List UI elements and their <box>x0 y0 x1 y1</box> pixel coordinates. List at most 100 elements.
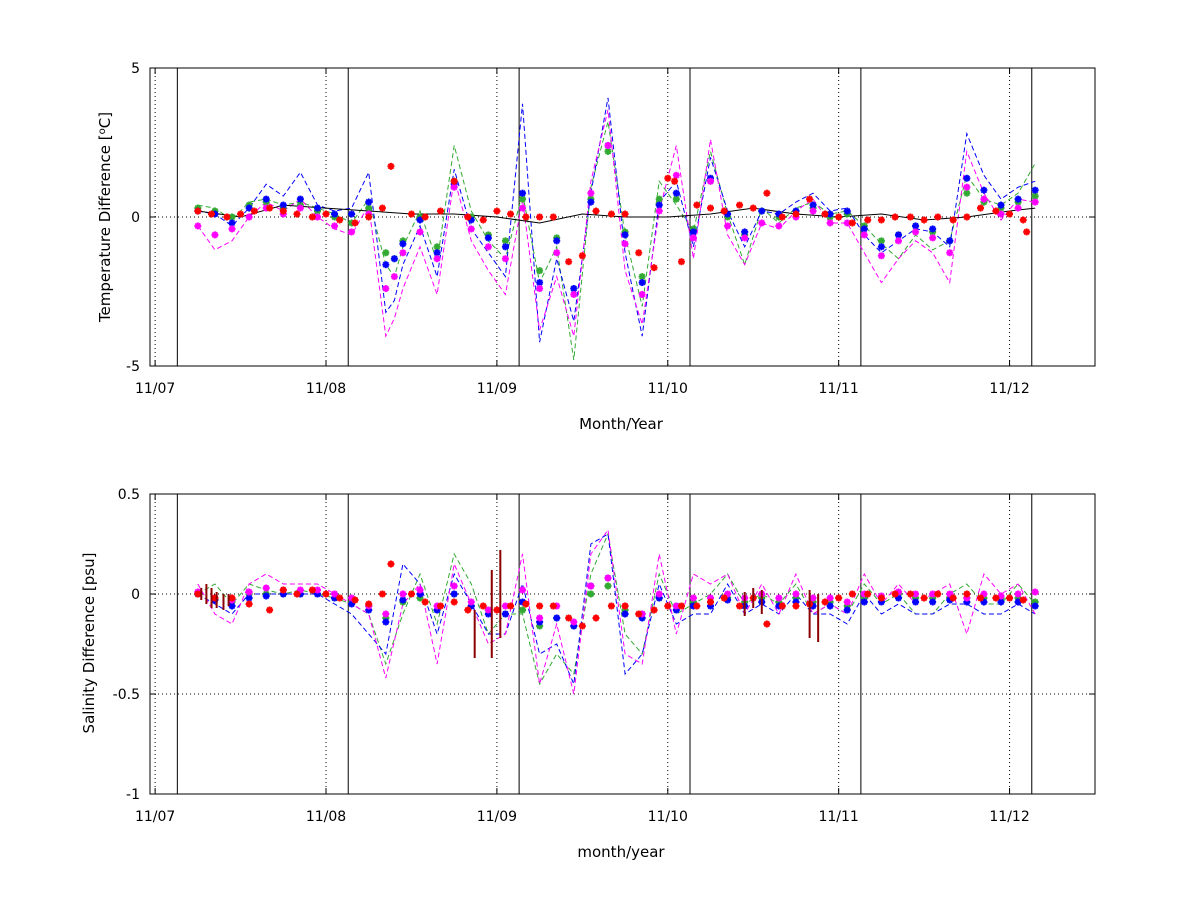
salinity-marker-red <box>1019 596 1027 604</box>
temperature-marker-blue <box>587 198 595 206</box>
salinity-marker-red <box>578 622 586 630</box>
salinity-marker-blue <box>245 594 253 602</box>
salinity-marker-red <box>650 606 658 614</box>
salinity-marker-blue <box>929 598 937 606</box>
temperature-marker-red <box>308 213 316 221</box>
temperature-marker-magenta <box>929 234 937 242</box>
temperature-marker-red <box>650 264 658 272</box>
temperature-marker-magenta <box>194 222 202 230</box>
temperature-marker-blue <box>382 261 390 269</box>
temperature-marker-blue <box>365 198 373 206</box>
temperature-marker-red <box>1006 210 1014 218</box>
temperature-marker-red <box>607 210 615 218</box>
temperature-marker-magenta <box>912 228 920 236</box>
temperature-marker-magenta <box>860 231 868 239</box>
temperature-marker-green <box>536 267 544 275</box>
salinity-marker-blue <box>997 598 1005 606</box>
temperature-marker-red <box>237 210 245 218</box>
temperature-marker-green <box>604 147 612 155</box>
salinity-marker-red <box>621 602 629 610</box>
salinity-marker-blue <box>1031 602 1039 610</box>
temperature-marker-red <box>720 207 728 215</box>
temperature-marker-blue <box>553 237 561 245</box>
salinity-marker-red <box>322 590 330 598</box>
salinity-marker-magenta <box>689 594 697 602</box>
salinity-x-tick-label: 11/12 <box>989 809 1029 825</box>
salinity-marker-magenta <box>484 606 492 614</box>
salinity-marker-red <box>877 594 885 602</box>
temperature-marker-blue <box>621 231 629 239</box>
temperature-marker-magenta <box>1031 198 1039 206</box>
temperature-marker-red <box>920 216 928 224</box>
temperature-marker-red <box>736 201 744 209</box>
temperature-marker-magenta <box>570 290 578 298</box>
salinity-marker-blue <box>860 598 868 606</box>
salinity-marker-blue <box>826 602 834 610</box>
temperature-marker-blue <box>519 189 527 197</box>
temperature-marker-green <box>433 243 441 251</box>
temperature-marker-magenta <box>467 225 475 233</box>
temperature-marker-blue <box>433 249 441 257</box>
temperature-marker-red <box>835 213 843 221</box>
salinity-marker-red <box>407 590 415 598</box>
temperature-marker-magenta <box>707 177 715 185</box>
temperature-marker-red <box>848 219 856 227</box>
salinity-marker-blue <box>912 598 920 606</box>
salinity-marker-blue <box>843 606 851 614</box>
temperature-marker-blue <box>1031 186 1039 194</box>
salinity-marker-magenta <box>399 590 407 598</box>
temperature-y-tick-label: 0 <box>131 210 140 226</box>
salinity-marker-red <box>992 594 1000 602</box>
temperature-x-tick-label: 11/11 <box>818 381 858 397</box>
salinity-marker-red <box>536 602 544 610</box>
temperature-marker-red <box>407 210 415 218</box>
temperature-marker-red <box>621 210 629 218</box>
temperature-marker-red <box>578 252 586 260</box>
salinity-marker-green <box>587 590 595 598</box>
temperature-marker-blue <box>296 195 304 203</box>
temperature-marker-red <box>336 216 344 224</box>
salinity-marker-magenta <box>604 574 612 582</box>
salinity-marker-red <box>378 590 386 598</box>
temperature-marker-red <box>194 207 202 215</box>
salinity-series-line-blue <box>197 533 1036 686</box>
salinity-marker-magenta <box>296 586 304 594</box>
salinity-y-tick-label: 0 <box>131 587 140 603</box>
salinity-marker-green <box>519 606 527 614</box>
temperature-marker-magenta <box>741 234 749 242</box>
salinity-x-axis-label: month/year <box>577 843 665 861</box>
temperature-marker-red <box>949 216 957 224</box>
temperature-marker-red <box>977 204 985 212</box>
temperature-marker-red <box>664 174 672 182</box>
salinity-y-tick-label: -1 <box>126 787 140 803</box>
salinity-marker-red <box>906 590 914 598</box>
temperature-marker-red <box>365 213 373 221</box>
salinity-marker-blue <box>262 592 270 600</box>
salinity-marker-red <box>245 600 253 608</box>
temperature-marker-red <box>493 207 501 215</box>
temperature-marker-red <box>387 162 395 170</box>
temperature-marker-green <box>501 237 509 245</box>
temperature-marker-blue <box>843 207 851 215</box>
temperature-marker-magenta <box>980 195 988 203</box>
temperature-marker-blue <box>672 189 680 197</box>
salinity-marker-red <box>977 594 985 602</box>
salinity-marker-blue <box>621 610 629 618</box>
salinity-marker-magenta <box>416 586 424 594</box>
temperature-marker-red <box>507 210 515 218</box>
temperature-marker-red <box>749 204 757 212</box>
temperature-marker-red <box>592 207 600 215</box>
temperature-marker-blue <box>536 279 544 287</box>
salinity-difference-panel: 11/07 11/08 11/09 11/10 11/11 11/12 -1 -0.5 0 0.5… <box>80 487 1096 861</box>
temperature-difference-panel: 11/07 11/08 11/09 11/10 11/11 11/12 -5 0 5 Tempe… <box>96 61 1096 433</box>
temperature-y-tick-label: 5 <box>131 61 140 77</box>
salinity-marker-red <box>736 602 744 610</box>
temperature-marker-red <box>992 207 1000 215</box>
temperature-marker-red <box>635 249 643 257</box>
temperature-marker-green <box>672 195 680 203</box>
temperature-marker-magenta <box>390 273 398 281</box>
salinity-marker-magenta <box>929 590 937 598</box>
temperature-marker-blue <box>638 279 646 287</box>
